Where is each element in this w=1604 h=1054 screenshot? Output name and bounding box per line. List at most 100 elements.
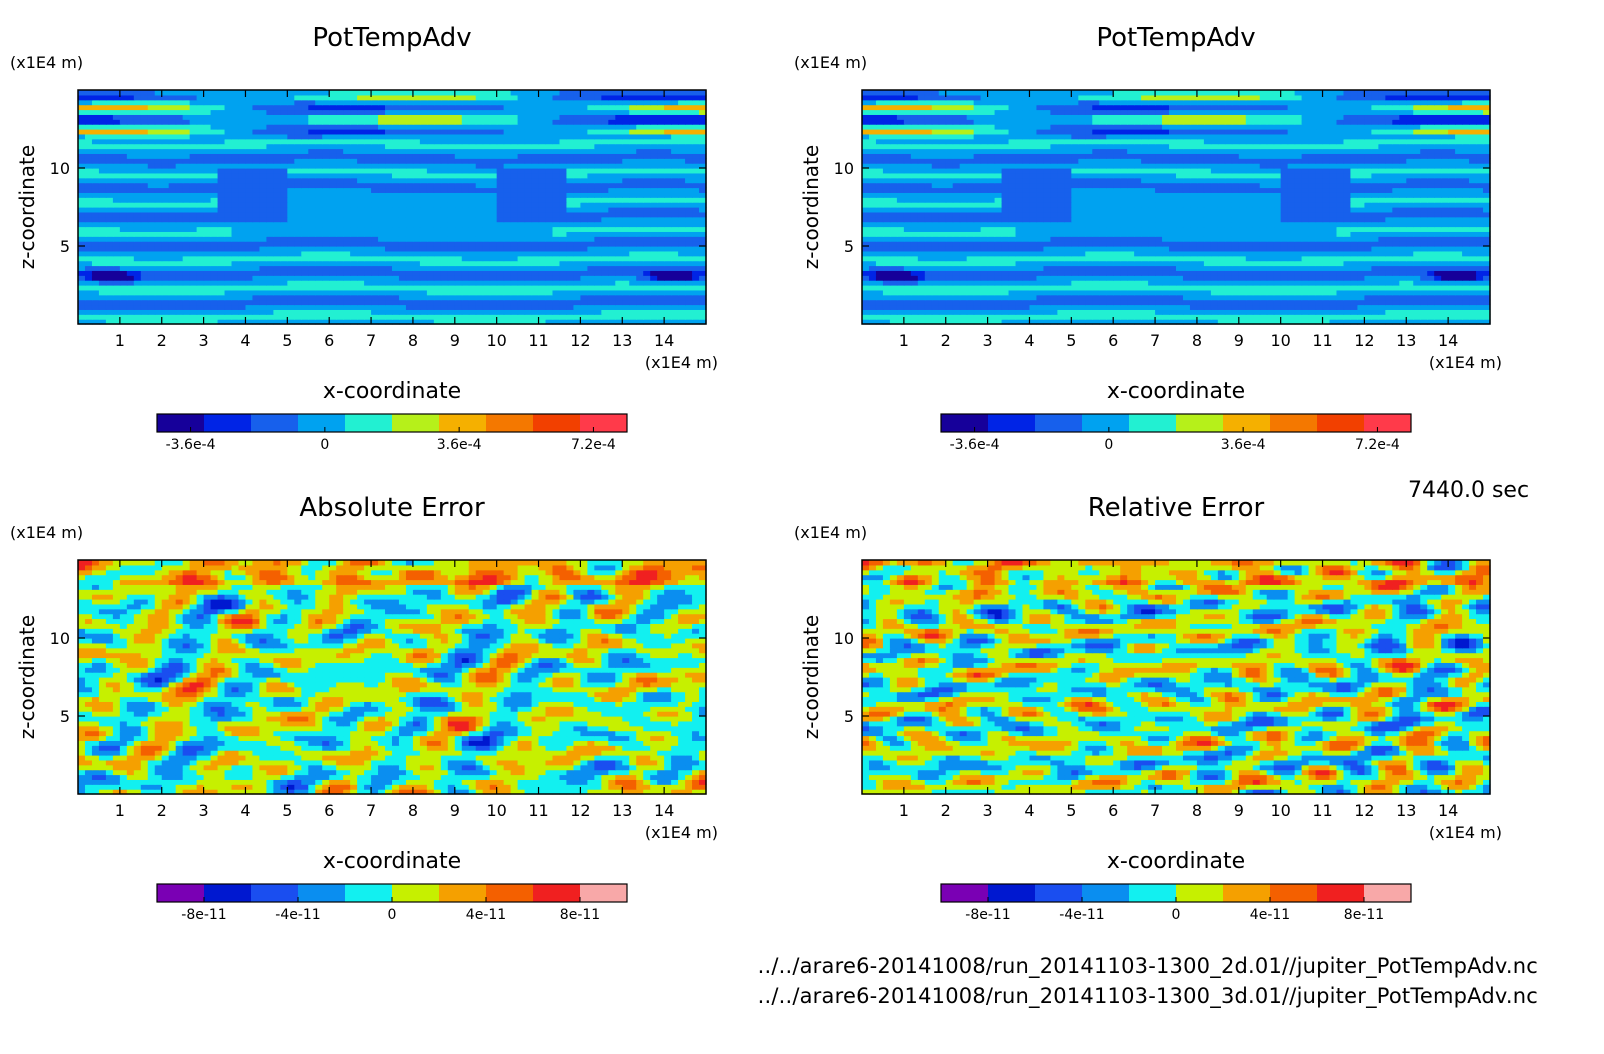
- heatmap-cell: [140, 280, 149, 286]
- heatmap-cell: [105, 299, 114, 306]
- heatmap-cell: [161, 172, 170, 179]
- heatmap-cell: [615, 270, 623, 276]
- heatmap-cell: [1134, 299, 1142, 306]
- heatmap-cell: [161, 148, 170, 154]
- heatmap-cell: [273, 202, 281, 208]
- heatmap-cell: [189, 275, 198, 281]
- heatmap-cell: [454, 207, 463, 213]
- heatmap-cell: [294, 231, 302, 237]
- heatmap-cell: [545, 177, 554, 184]
- heatmap-cell: [84, 129, 93, 135]
- heatmap-cell: [636, 133, 644, 140]
- heatmap-cell: [1196, 319, 1205, 325]
- heatmap-cell: [1099, 314, 1107, 320]
- heatmap-cell: [685, 299, 693, 306]
- heatmap-cell: [615, 197, 623, 203]
- heatmap-cell: [398, 319, 407, 325]
- heatmap-cell: [217, 285, 226, 291]
- heatmap-cell: [580, 177, 588, 184]
- heatmap-cell: [371, 280, 379, 286]
- heatmap-cell: [196, 246, 205, 252]
- heatmap-cell: [685, 221, 693, 228]
- heatmap-cell: [1455, 309, 1463, 315]
- heatmap-cell: [405, 182, 414, 189]
- heatmap-cell: [447, 163, 456, 169]
- heatmap-cell: [189, 90, 198, 96]
- heatmap-cell: [196, 133, 205, 140]
- heatmap-cell: [336, 241, 344, 247]
- heatmap-cell: [594, 104, 602, 111]
- heatmap-cell: [210, 216, 219, 223]
- heatmap-cell: [329, 270, 337, 276]
- heatmap-cell: [468, 197, 477, 203]
- heatmap-cell: [1364, 314, 1372, 320]
- heatmap-cell: [91, 202, 100, 208]
- heatmap-cell: [601, 114, 609, 120]
- heatmap-cell: [301, 148, 309, 154]
- heatmap-cell: [601, 314, 609, 320]
- heatmap-cell: [580, 129, 588, 135]
- heatmap-cell: [112, 280, 121, 286]
- heatmap-cell: [126, 265, 135, 271]
- heatmap-cell: [154, 231, 163, 237]
- heatmap-cell: [573, 133, 581, 140]
- heatmap-cell: [1483, 294, 1491, 301]
- heatmap-cell: [1106, 314, 1114, 320]
- heatmap-cell: [105, 221, 114, 228]
- heatmap-cell: [210, 285, 219, 291]
- heatmap-cell: [489, 143, 498, 150]
- heatmap-cell: [308, 265, 316, 271]
- heatmap-cell: [350, 211, 358, 218]
- heatmap-cell: [601, 138, 609, 145]
- heatmap-cell: [1322, 314, 1331, 320]
- heatmap-cell: [636, 221, 644, 228]
- heatmap-cell: [168, 133, 177, 140]
- heatmap-cell: [105, 187, 114, 193]
- heatmap-cell: [552, 207, 561, 213]
- heatmap-cell: [78, 124, 86, 130]
- heatmap-cell: [643, 255, 651, 262]
- heatmap-cell: [350, 119, 358, 125]
- heatmap-cell: [1378, 319, 1386, 325]
- heatmap-cell: [1266, 294, 1275, 301]
- heatmap-cell: [475, 119, 484, 125]
- heatmap-cell: [517, 294, 526, 301]
- heatmap-cell: [510, 114, 519, 120]
- heatmap-cell: [552, 255, 561, 262]
- heatmap-cell: [189, 265, 198, 271]
- heatmap-cell: [245, 192, 254, 198]
- heatmap-cell: [168, 314, 177, 320]
- heatmap-cell: [959, 304, 968, 310]
- heatmap-cell: [517, 99, 526, 106]
- heatmap-cell: [1106, 309, 1114, 315]
- heatmap-cell: [378, 250, 386, 257]
- heatmap-cell: [524, 94, 533, 101]
- heatmap-cell: [545, 104, 554, 111]
- heatmap-cell: [545, 216, 554, 223]
- heatmap-cell: [685, 129, 693, 135]
- heatmap-cell: [496, 231, 505, 237]
- heatmap-cell: [78, 90, 86, 96]
- heatmap-cell: [315, 182, 323, 189]
- heatmap-cell: [412, 231, 421, 237]
- heatmap-cell: [210, 270, 219, 276]
- heatmap-cell: [175, 124, 184, 130]
- heatmap-cell: [329, 158, 337, 164]
- heatmap-cell: [371, 304, 379, 310]
- heatmap-cell: [308, 114, 316, 120]
- heatmap-cell: [587, 250, 595, 257]
- heatmap-cell: [378, 270, 386, 276]
- heatmap-cell: [252, 148, 261, 154]
- heatmap-cell: [489, 309, 498, 315]
- heatmap-cell: [503, 289, 512, 296]
- heatmap-cell: [615, 182, 623, 189]
- heatmap-cell: [147, 226, 156, 232]
- heatmap-cell: [91, 250, 100, 257]
- heatmap-cell: [133, 133, 142, 140]
- heatmap-cell: [252, 138, 261, 145]
- heatmap-cell: [461, 226, 470, 232]
- heatmap-cell: [622, 250, 630, 257]
- heatmap-cell: [862, 304, 870, 310]
- heatmap-cell: [1385, 294, 1393, 301]
- heatmap-cell: [636, 207, 644, 213]
